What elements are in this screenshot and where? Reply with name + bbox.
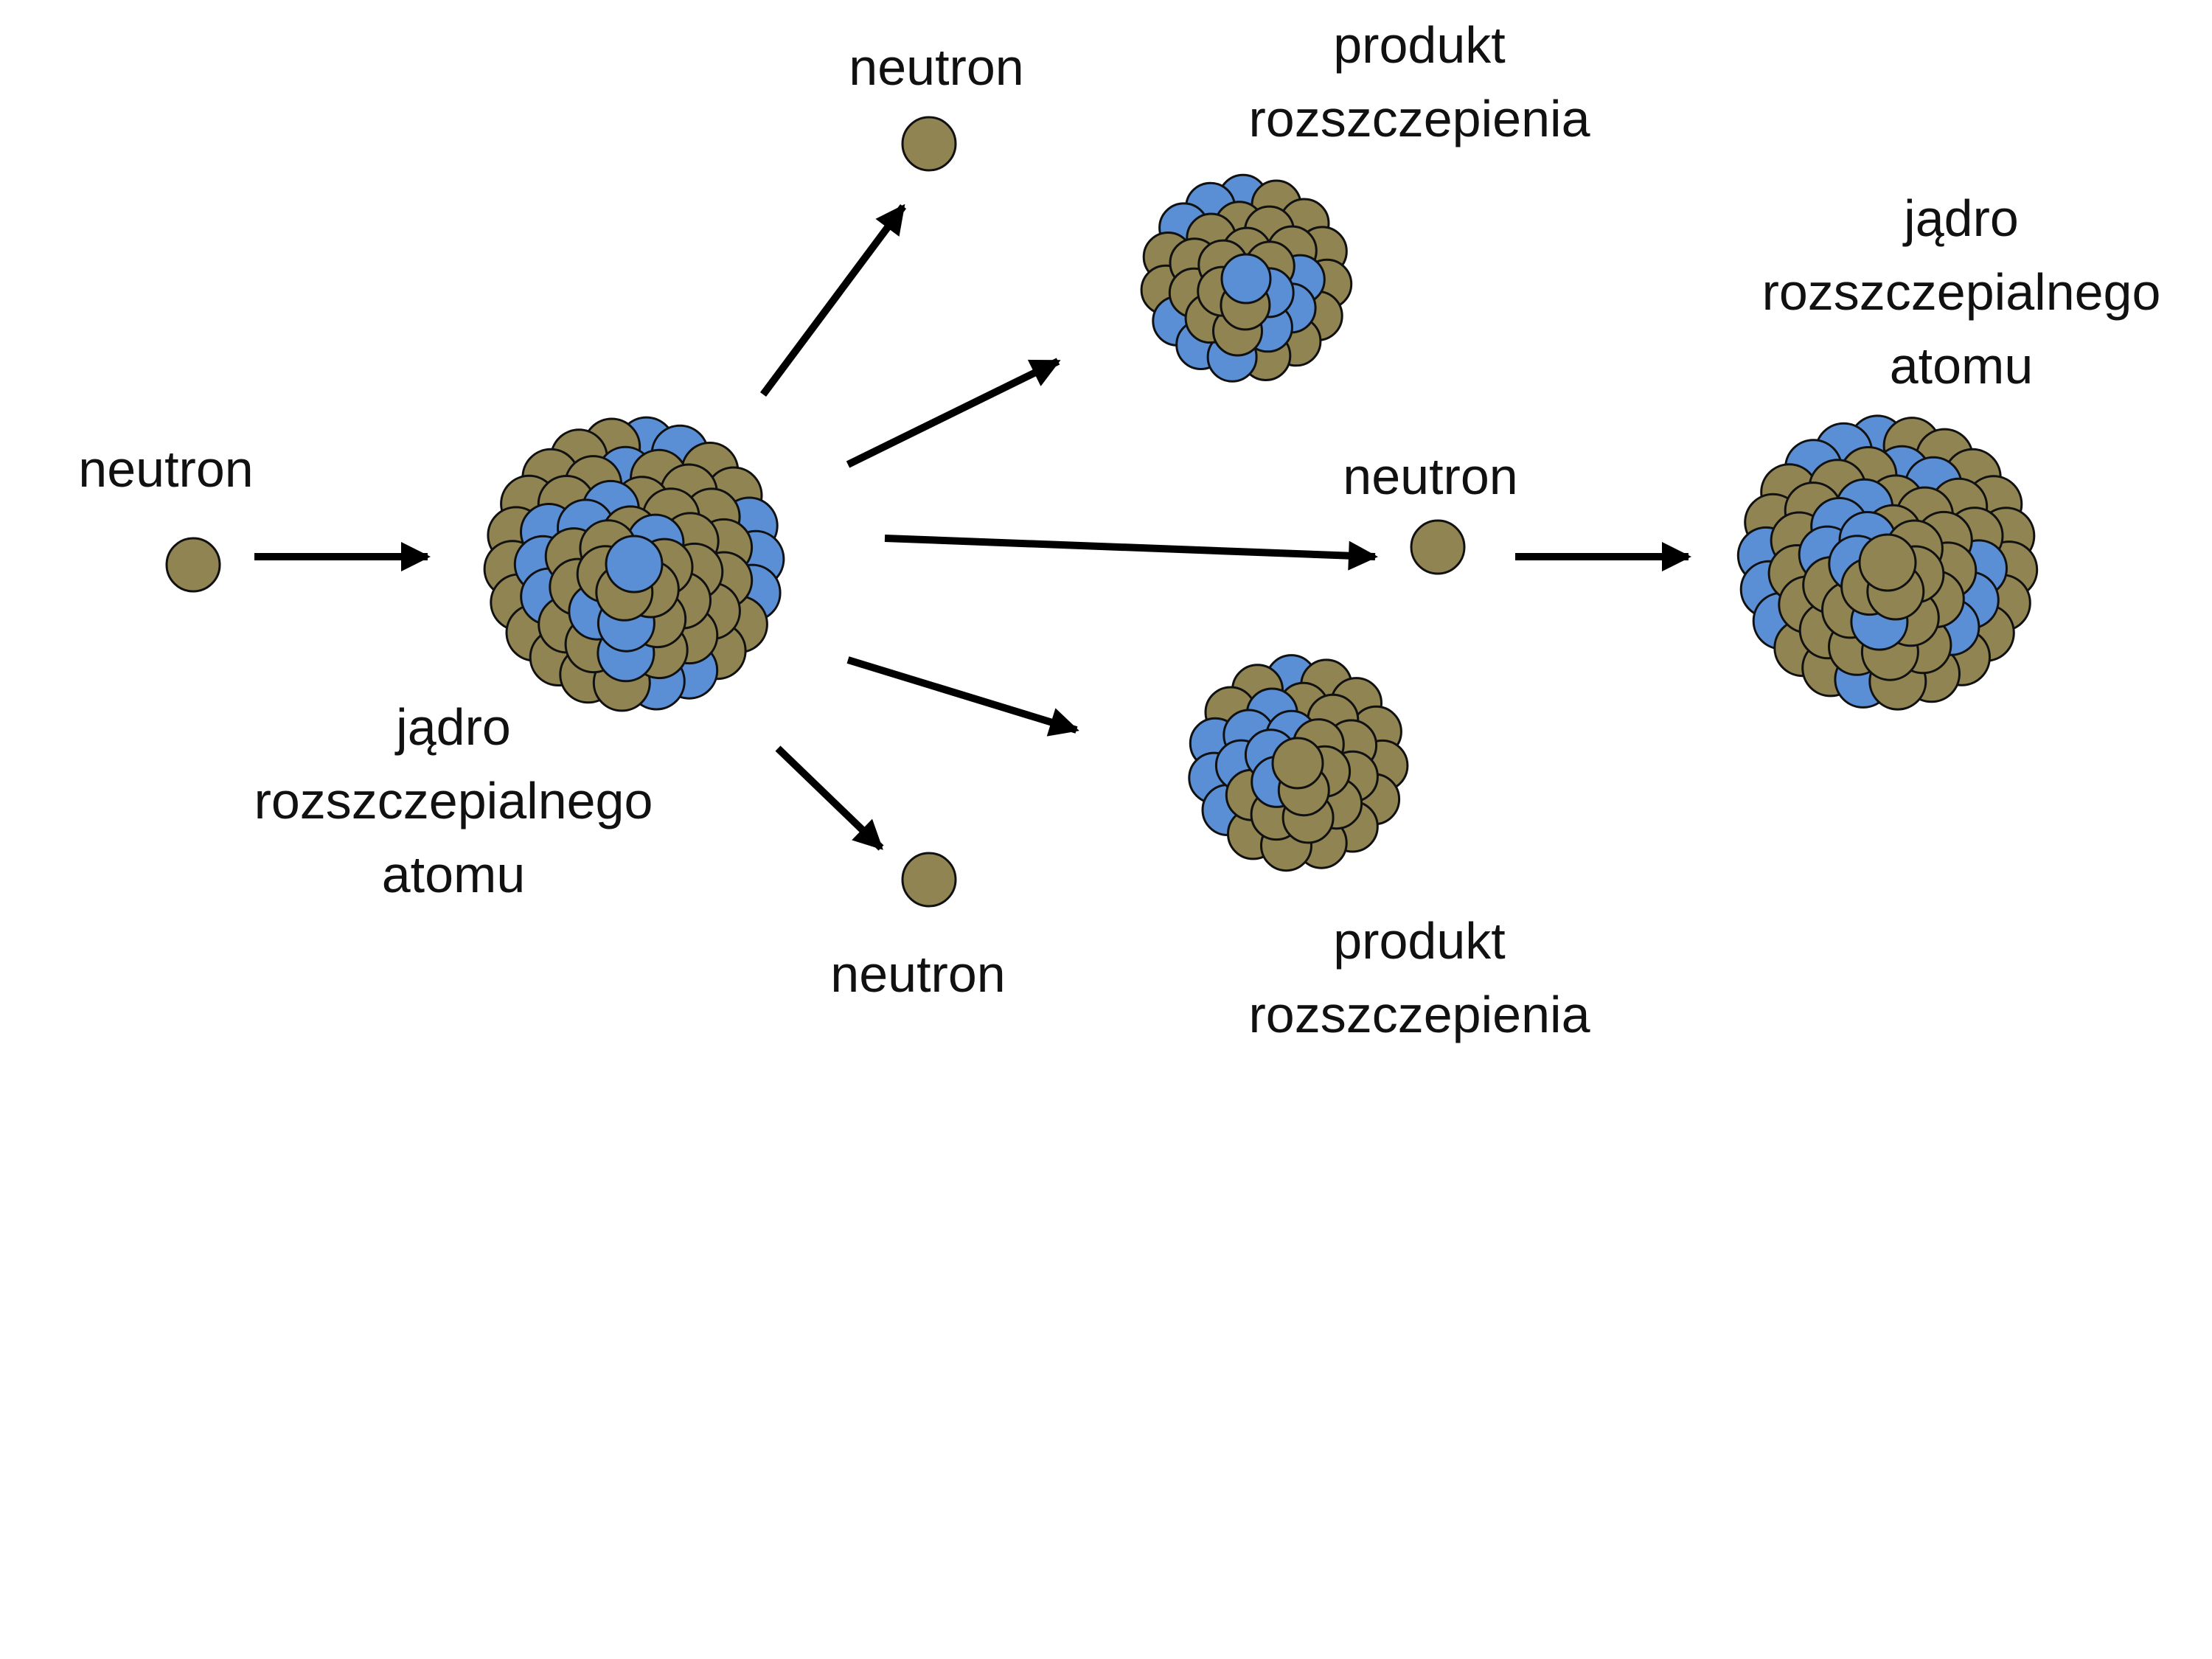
emitted-neutron-bottom bbox=[901, 852, 957, 908]
label-line: rozszczepienia bbox=[1249, 986, 1590, 1043]
label-line: atomu bbox=[382, 846, 526, 903]
neutrons bbox=[165, 116, 1466, 908]
label-emitted-neutron-middle: neutron bbox=[1343, 448, 1517, 505]
label-line: produkt bbox=[1333, 16, 1505, 74]
label-line: rozszczepialnego bbox=[254, 772, 653, 830]
label-emitted-neutron-bottom-text: neutron bbox=[830, 945, 1005, 1003]
label-incoming-neutron: neutron bbox=[78, 440, 253, 498]
arrow-to-bottom-product bbox=[846, 656, 1079, 737]
label-line: atomu bbox=[1890, 337, 2034, 394]
fission-product-bottom bbox=[1188, 654, 1409, 872]
arrow-to-top-product bbox=[846, 358, 1061, 468]
label-line: jądro bbox=[394, 698, 511, 756]
arrow-to-bottom-neutron bbox=[775, 745, 884, 851]
label-line: rozszczepienia bbox=[1249, 90, 1590, 147]
label-emitted-neutron-bottom: neutron bbox=[830, 945, 1005, 1003]
neutron bbox=[1858, 533, 1917, 592]
label-line: rozszczepialnego bbox=[1762, 263, 2161, 321]
arrow-to-middle-neutron bbox=[884, 535, 1378, 571]
label-incoming-neutron-text: neutron bbox=[78, 440, 253, 498]
proton bbox=[1220, 253, 1272, 305]
label-emitted-neutron-top-text: neutron bbox=[849, 38, 1023, 96]
next-fissile-nucleus bbox=[1736, 414, 2039, 711]
label-line: jądro bbox=[1902, 189, 2019, 247]
fission-product-top bbox=[1140, 173, 1353, 383]
neutron bbox=[1271, 737, 1324, 790]
label-emitted-neutron-top: neutron bbox=[849, 38, 1023, 96]
label-fissile-nucleus: jądro rozszczepialnego atomu bbox=[254, 698, 653, 903]
emitted-neutron-top bbox=[901, 116, 957, 172]
emitted-neutron-middle bbox=[1410, 519, 1466, 575]
label-fission-product-top: produkt rozszczepienia bbox=[1249, 16, 1590, 147]
label-emitted-neutron-middle-text: neutron bbox=[1343, 448, 1517, 505]
arrow-to-top-neutron bbox=[759, 204, 907, 397]
label-fission-product-bottom: produkt rozszczepienia bbox=[1249, 912, 1590, 1043]
fissile-nucleus bbox=[483, 416, 785, 712]
proton bbox=[605, 535, 664, 594]
arrows bbox=[254, 204, 1691, 851]
label-next-fissile-nucleus: jądro rozszczepialnego atomu bbox=[1762, 189, 2161, 394]
incoming-neutron bbox=[165, 537, 221, 593]
label-line: produkt bbox=[1333, 912, 1505, 970]
